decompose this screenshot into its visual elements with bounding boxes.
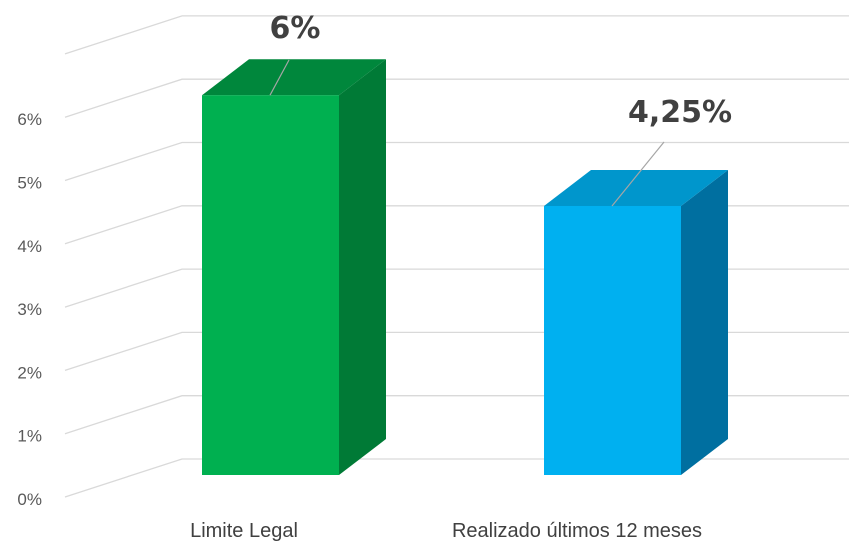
gridline [64, 395, 849, 435]
y-tick-label: 0% [17, 490, 42, 509]
gridline [64, 458, 849, 498]
bars [202, 59, 728, 475]
gridlines [64, 15, 849, 498]
x-tick-label: Realizado últimos 12 meses [452, 520, 702, 542]
x-tick-label: Limite Legal [190, 520, 298, 542]
gridline [64, 205, 849, 245]
x-axis-ticks: Limite Legal Realizado últimos 12 meses [190, 520, 702, 542]
y-tick-label: 3% [17, 300, 42, 319]
gridline [64, 78, 849, 118]
bar-front-face [544, 205, 681, 475]
bar-top-face [544, 169, 728, 206]
gridline [64, 15, 849, 55]
bar-side-face [339, 59, 386, 475]
bar-1 [202, 59, 386, 475]
data-label: 6% [270, 11, 321, 46]
y-tick-label: 4% [17, 237, 42, 256]
data-labels: 6% 4,25% [269, 11, 732, 207]
gridline [64, 141, 849, 182]
y-tick-label: 2% [17, 363, 42, 382]
bar-top-face [202, 59, 386, 96]
y-tick-label: 5% [17, 174, 42, 193]
data-label: 4,25% [628, 95, 732, 130]
data-label-leader [269, 59, 290, 96]
bar-side-face [681, 169, 728, 475]
y-axis-ticks: 0% 1% 2% 3% 4% 5% 6% [17, 110, 42, 509]
gridline [64, 268, 849, 308]
bar-2 [544, 169, 728, 475]
y-tick-label: 6% [17, 110, 42, 129]
gridline [64, 331, 849, 372]
bar-front-face [202, 95, 339, 475]
data-label-leader [611, 141, 665, 207]
y-tick-label: 1% [17, 427, 42, 446]
